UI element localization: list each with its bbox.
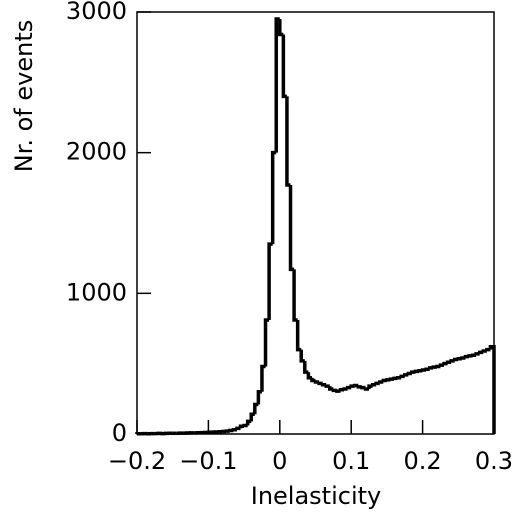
- histogram-bin: [462, 358, 466, 359]
- y-tick-label: 0: [112, 419, 127, 447]
- histogram-bin: [444, 364, 448, 365]
- histogram-bin: [298, 320, 302, 350]
- histogram-bin: [344, 389, 348, 390]
- histogram-bin: [276, 19, 280, 153]
- histogram-bin: [451, 361, 455, 362]
- histogram-bin: [294, 269, 298, 320]
- histogram-bin: [376, 383, 380, 384]
- x-tick-label: −0.1: [179, 447, 237, 475]
- histogram-bin: [248, 421, 252, 425]
- histogram-bin: [473, 355, 477, 356]
- histogram-bin: [437, 366, 441, 367]
- histogram-bin: [244, 426, 248, 427]
- x-tick-label: −0.2: [108, 447, 166, 475]
- histogram-bin: [255, 404, 259, 414]
- histogram-bin: [251, 414, 255, 421]
- histogram-bin: [323, 383, 327, 384]
- histogram-bin: [258, 392, 262, 405]
- x-tick-label: 0.2: [404, 447, 442, 475]
- histogram-bin: [305, 361, 309, 372]
- histogram-bin: [398, 378, 402, 379]
- x-tick-label: 0.1: [332, 447, 370, 475]
- histogram-bin: [487, 350, 491, 351]
- x-tick-label: 0: [272, 447, 287, 475]
- histogram-bin: [301, 350, 305, 361]
- histogram-bin: [469, 356, 473, 357]
- histogram-bin: [426, 369, 430, 370]
- histogram-bin: [348, 388, 352, 389]
- histogram-bin: [490, 347, 494, 434]
- histogram-bin: [405, 375, 409, 376]
- histogram-bin: [415, 371, 419, 372]
- histogram-bin: [433, 367, 437, 368]
- histogram-bin: [362, 387, 366, 388]
- plot-frame: [137, 12, 494, 434]
- histogram-bin: [383, 381, 387, 382]
- histogram-bin: [262, 366, 266, 391]
- histogram-bin: [483, 351, 487, 352]
- histogram-bin: [448, 362, 452, 363]
- histogram-bin: [380, 382, 384, 383]
- histogram-bin: [401, 376, 405, 377]
- histogram-bin: [273, 153, 277, 244]
- histogram-bin: [230, 430, 234, 431]
- y-tick-label: 3000: [66, 0, 127, 25]
- histogram-bin: [408, 374, 412, 375]
- histogram-bin: [480, 352, 484, 353]
- x-axis-title: Inelasticity: [251, 482, 382, 510]
- histogram-bin: [266, 320, 270, 366]
- histogram-bin: [237, 428, 241, 429]
- histogram-bin: [312, 378, 316, 381]
- histogram-bin: [465, 357, 469, 358]
- histogram-bin: [423, 370, 427, 371]
- histogram-bin: [458, 359, 462, 360]
- histogram-bin: [319, 382, 323, 383]
- histogram-bin: [394, 378, 398, 379]
- histogram-bin: [430, 368, 434, 369]
- histogram-bin: [287, 96, 291, 185]
- histogram-bin: [351, 386, 355, 387]
- histogram-bin: [269, 244, 273, 320]
- histogram-bin: [369, 386, 373, 389]
- histogram-bin: [326, 385, 330, 386]
- y-tick-label: 2000: [66, 138, 127, 166]
- histogram-bin: [476, 354, 480, 355]
- y-axis-title: Nr. of events: [10, 20, 38, 173]
- histogram-bin: [419, 371, 423, 372]
- x-tick-label: 0.3: [475, 447, 513, 475]
- histogram-bin: [340, 390, 344, 391]
- histogram-bin: [440, 365, 444, 366]
- histogram-bin: [358, 385, 362, 386]
- histogram-bin: [373, 385, 377, 386]
- histogram-bin: [412, 372, 416, 373]
- histogram-bin: [333, 389, 337, 390]
- histogram-bin: [390, 379, 394, 380]
- histogram-bin: [233, 430, 237, 431]
- histogram-bin: [387, 380, 391, 381]
- histogram-bin: [291, 185, 295, 269]
- histogram-bin: [241, 426, 245, 428]
- histogram-bin: [280, 19, 284, 34]
- histogram-bin: [316, 381, 320, 382]
- histogram-bin: [330, 386, 334, 389]
- histogram-bin: [283, 35, 287, 97]
- histogram-bin: [308, 372, 312, 378]
- histogram-bin: [455, 359, 459, 360]
- y-tick-label: 1000: [66, 278, 127, 306]
